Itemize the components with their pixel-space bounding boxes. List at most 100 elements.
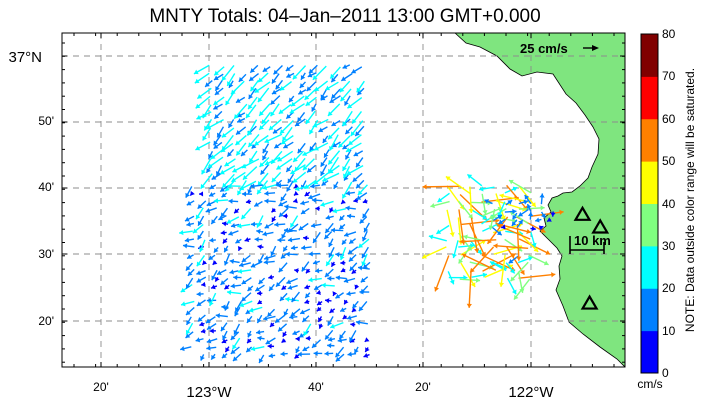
current-arrow bbox=[286, 72, 295, 78]
current-arrow bbox=[303, 323, 312, 337]
colorbar-note: NOTE: Data outside color range will be s… bbox=[683, 68, 697, 332]
current-arrow bbox=[287, 173, 295, 184]
current-arrow bbox=[205, 316, 216, 324]
current-arrow bbox=[353, 346, 359, 354]
current-arrow bbox=[268, 274, 275, 280]
colorbar-segment bbox=[641, 118, 658, 162]
current-arrow bbox=[332, 208, 346, 214]
current-arrow bbox=[295, 336, 300, 342]
current-arrow bbox=[300, 207, 310, 215]
current-arrow bbox=[510, 261, 529, 282]
current-arrow bbox=[338, 223, 346, 230]
current-arrow bbox=[342, 158, 351, 172]
current-arrow bbox=[224, 346, 230, 353]
current-arrow bbox=[239, 300, 253, 308]
current-arrow bbox=[306, 81, 317, 92]
current-arrow bbox=[215, 165, 223, 176]
current-arrow bbox=[219, 165, 236, 175]
current-arrow bbox=[294, 157, 306, 172]
current-arrow bbox=[267, 343, 275, 349]
current-arrow bbox=[327, 275, 335, 282]
current-arrow bbox=[504, 208, 517, 215]
current-arrow bbox=[364, 347, 370, 353]
current-arrow bbox=[262, 231, 274, 237]
colorbar-segment bbox=[641, 330, 658, 374]
current-arrow bbox=[498, 254, 506, 287]
current-arrow bbox=[258, 277, 266, 285]
current-arrow bbox=[231, 337, 241, 350]
colorbar-tick-40: 40 bbox=[662, 197, 676, 211]
current-arrow bbox=[283, 141, 294, 149]
current-arrow bbox=[237, 223, 251, 229]
current-arrow bbox=[308, 277, 322, 283]
lat-label-20: 20' bbox=[38, 314, 54, 328]
current-arrow bbox=[186, 254, 194, 260]
current-arrow bbox=[354, 125, 365, 137]
current-arrow bbox=[299, 81, 306, 89]
current-arrow bbox=[248, 73, 259, 82]
current-arrow bbox=[197, 314, 206, 323]
current-arrow bbox=[350, 120, 364, 137]
current-arrow bbox=[230, 222, 240, 229]
current-arrow bbox=[275, 276, 286, 288]
current-arrow bbox=[481, 193, 488, 215]
map-panel bbox=[61, 32, 626, 368]
current-arrow bbox=[446, 209, 455, 237]
current-arrow bbox=[309, 142, 317, 152]
current-arrow bbox=[341, 110, 353, 127]
current-arrow bbox=[313, 142, 329, 151]
current-arrow bbox=[277, 150, 294, 162]
current-arrow bbox=[331, 141, 341, 148]
current-arrow bbox=[463, 234, 483, 242]
current-arrow bbox=[330, 227, 344, 233]
current-arrow bbox=[197, 230, 204, 240]
current-arrow bbox=[194, 72, 210, 84]
current-arrow bbox=[299, 308, 311, 315]
colorbar-tick-70: 70 bbox=[662, 69, 676, 83]
current-arrow bbox=[335, 275, 347, 281]
current-arrow bbox=[221, 192, 228, 198]
current-arrow bbox=[340, 73, 353, 82]
current-arrow bbox=[301, 245, 312, 251]
current-arrow bbox=[343, 95, 351, 106]
current-arrow bbox=[208, 254, 216, 261]
current-arrow bbox=[237, 268, 252, 274]
current-arrow bbox=[479, 186, 495, 192]
current-arrow bbox=[289, 215, 299, 228]
current-arrow bbox=[256, 228, 264, 235]
current-arrow bbox=[245, 199, 252, 205]
current-arrow bbox=[338, 330, 346, 340]
current-arrow bbox=[324, 350, 334, 357]
current-arrow bbox=[277, 323, 288, 332]
current-arrow bbox=[284, 204, 297, 210]
current-arrow bbox=[316, 306, 322, 312]
current-arrow bbox=[221, 221, 229, 227]
current-arrow bbox=[180, 300, 195, 307]
current-arrow bbox=[308, 64, 318, 74]
current-arrow bbox=[235, 134, 247, 146]
current-arrow bbox=[247, 133, 260, 148]
current-arrow bbox=[250, 221, 262, 227]
current-arrow bbox=[269, 322, 275, 328]
current-arrow bbox=[258, 119, 270, 131]
current-arrow bbox=[339, 247, 347, 261]
current-arrow bbox=[329, 322, 344, 329]
current-arrow bbox=[316, 289, 321, 295]
colorbar-tick-30: 30 bbox=[662, 239, 676, 253]
current-arrow bbox=[233, 208, 240, 214]
scale-vector-label: 25 cm/s bbox=[520, 41, 568, 56]
current-arrow bbox=[233, 274, 242, 281]
current-arrow bbox=[241, 158, 260, 169]
current-arrow bbox=[346, 213, 356, 219]
current-arrow bbox=[257, 335, 265, 341]
current-arrow bbox=[254, 81, 271, 94]
current-arrow bbox=[458, 200, 474, 220]
current-arrow bbox=[357, 184, 368, 196]
current-arrow bbox=[264, 190, 276, 196]
current-arrow bbox=[221, 64, 235, 82]
current-arrow bbox=[295, 346, 301, 354]
current-arrow bbox=[329, 66, 341, 79]
current-arrow bbox=[312, 118, 329, 128]
current-arrow bbox=[305, 96, 317, 107]
current-arrow bbox=[271, 73, 280, 84]
